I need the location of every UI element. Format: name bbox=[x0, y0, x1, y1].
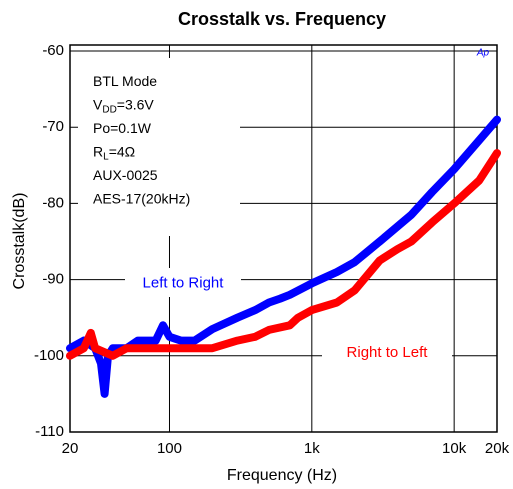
y-tick-label: -80 bbox=[42, 194, 64, 211]
x-axis-label: Frequency (Hz) bbox=[227, 467, 337, 484]
annotation-text: AES-17(20kHz) bbox=[93, 190, 190, 206]
annotation-text: =4Ω bbox=[109, 143, 135, 159]
x-tick-label: 10k bbox=[442, 440, 467, 457]
legend-label: Right to Left bbox=[347, 344, 429, 361]
annotation-sub: L bbox=[103, 151, 109, 162]
plot-frame bbox=[69, 44, 498, 433]
annotation: Po=0.1W bbox=[93, 120, 152, 136]
legend-box bbox=[125, 268, 241, 297]
annotation: RL=4Ω bbox=[93, 143, 135, 162]
annotation-box bbox=[78, 58, 240, 236]
y-axis-label: Crosstalk(dB) bbox=[11, 193, 28, 290]
annotation-text: V bbox=[93, 96, 103, 112]
y-tick-label: -90 bbox=[42, 271, 64, 288]
legend-box bbox=[322, 338, 452, 366]
x-tick-label: 100 bbox=[157, 440, 182, 457]
chart-title: Crosstalk vs. Frequency bbox=[178, 9, 386, 29]
series-line bbox=[66, 149, 501, 360]
y-tick-label: -60 bbox=[42, 42, 64, 59]
series-line bbox=[66, 115, 501, 398]
y-tick-label: -70 bbox=[42, 118, 64, 135]
annotation: VDD=3.6V bbox=[93, 96, 154, 115]
logo: Ap bbox=[476, 48, 490, 59]
annotation-sub: DD bbox=[102, 104, 116, 115]
x-tick-label: 20k bbox=[485, 440, 510, 457]
annotation: BTL Mode bbox=[93, 73, 157, 89]
annotation-text: R bbox=[93, 143, 103, 159]
annotation-text: BTL Mode bbox=[93, 73, 157, 89]
y-tick-label: -100 bbox=[34, 347, 64, 364]
annotation: AUX-0025 bbox=[93, 167, 158, 183]
annotation-text: Po=0.1W bbox=[93, 120, 152, 136]
x-tick-label: 20 bbox=[62, 440, 79, 457]
y-tick-label: -110 bbox=[35, 423, 64, 440]
annotation-text: AUX-0025 bbox=[93, 167, 158, 183]
legend-label: Left to Right bbox=[143, 274, 225, 291]
annotation: AES-17(20kHz) bbox=[93, 190, 190, 206]
annotation-text: =3.6V bbox=[117, 96, 155, 112]
x-tick-label: 1k bbox=[304, 440, 320, 457]
